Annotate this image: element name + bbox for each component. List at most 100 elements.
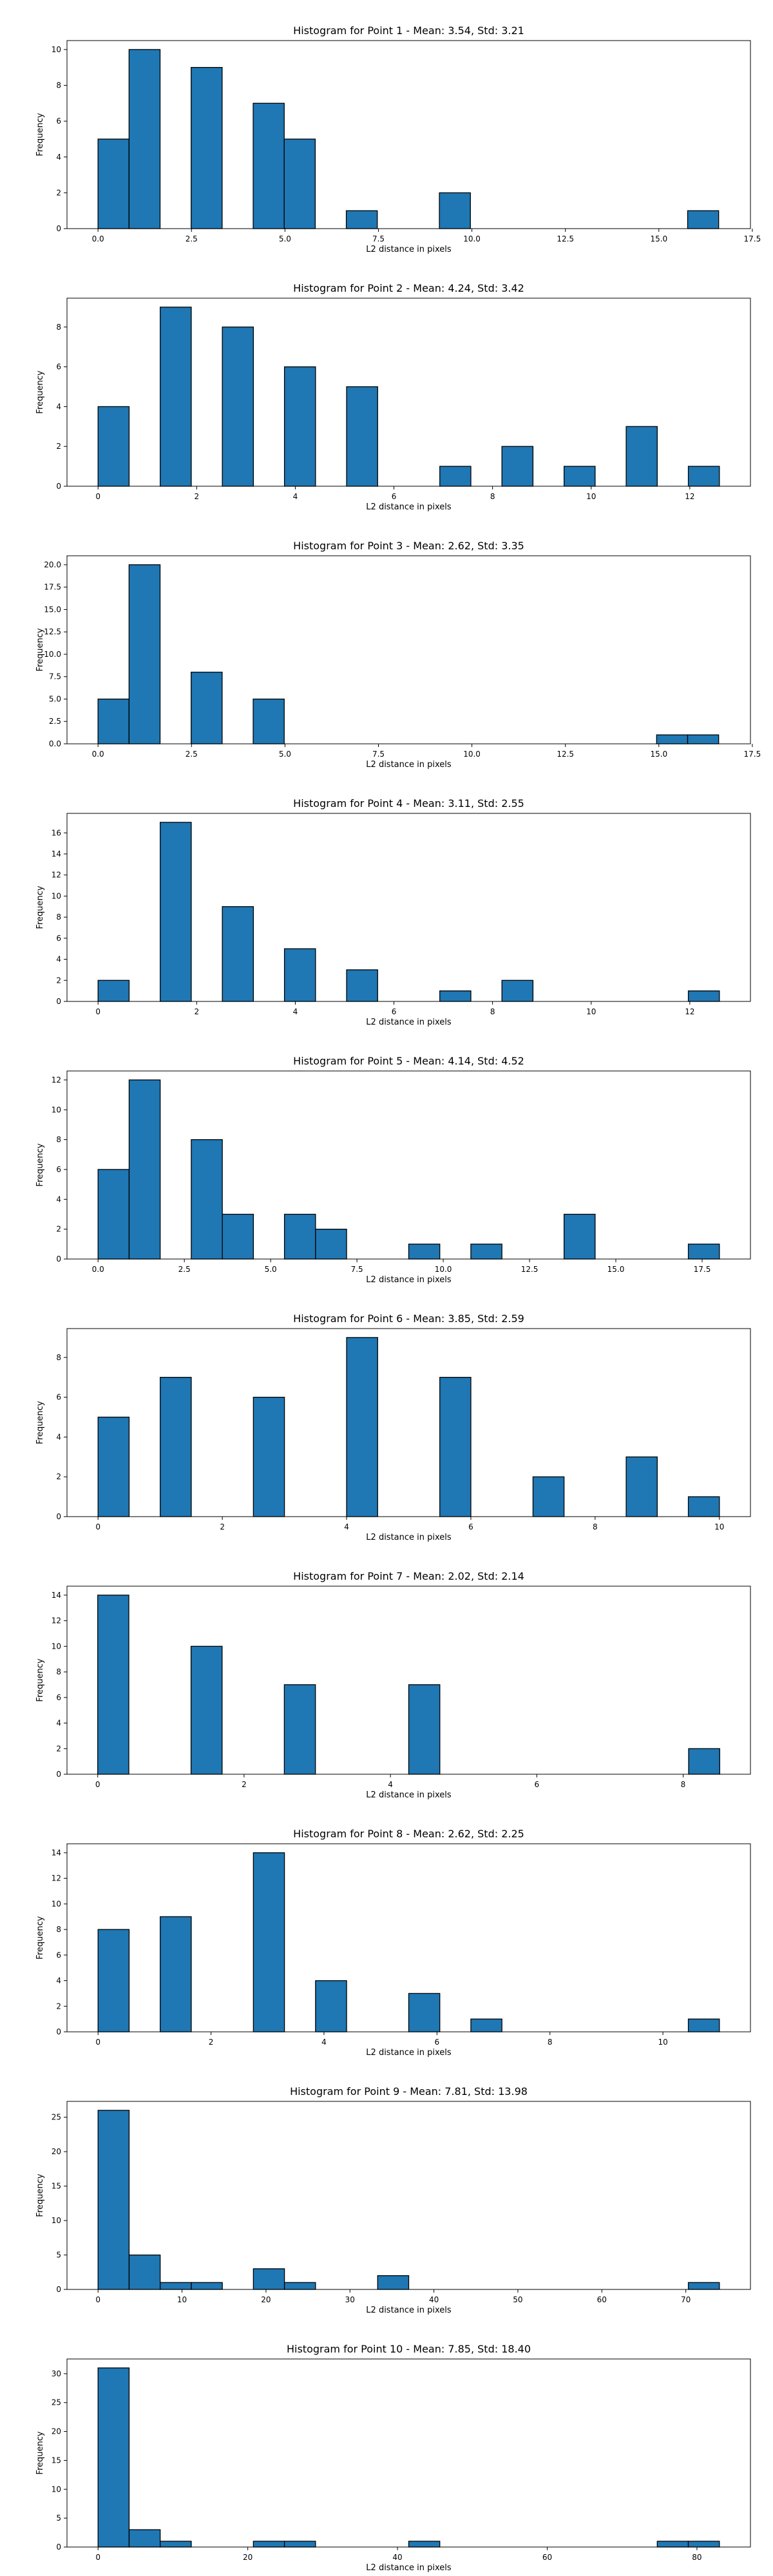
x-tick-label: 0.0 [92,234,104,243]
histogram-bar [439,192,471,229]
histogram-bar [97,1169,130,1260]
histogram-bar [128,49,161,229]
histogram-bar [625,426,658,487]
chart-title: Histogram for Point 6 - Mean: 3.85, Std:… [293,1312,524,1325]
histogram-bar [97,1929,130,2032]
x-tick-label: 15.0 [650,750,667,759]
plot-frame [66,1843,751,2032]
x-tick-label: 0 [95,1522,100,1531]
x-tick-label: 5.0 [279,234,291,243]
x-tick-label: 40 [429,2295,439,2304]
x-tick-label: 15.0 [607,1265,625,1274]
y-axis-label: Frequency [35,886,45,929]
histogram-bar [687,2282,720,2290]
histogram-bar [687,1244,720,1260]
y-tick-label: 4 [56,1432,61,1441]
y-tick-label: 0 [56,1512,61,1521]
x-tick-label: 0 [95,2553,100,2562]
histogram-bar [253,1396,285,1517]
y-tick-label: 20 [52,2147,61,2156]
x-tick-label: 12.5 [557,750,574,759]
histogram-chart-3: Histogram for Point 3 - Mean: 2.62, Std:… [35,540,761,770]
y-tick-label: 8 [56,323,61,332]
x-tick-label: 2 [209,2038,214,2047]
plot-frame [66,2101,751,2290]
histogram-bar [346,969,378,1002]
histogram-chart-8: Histogram for Point 8 - Mean: 2.62, Std:… [35,1828,751,2058]
histogram-bar [377,2275,410,2290]
x-tick-label: 2 [195,492,200,501]
x-tick-label: 2 [195,1007,200,1016]
histogram-bar [253,2541,285,2548]
histogram-bar [253,2268,285,2290]
histogram-bar [687,1496,720,1517]
histogram-chart-5: Histogram for Point 5 - Mean: 4.14, Std:… [35,1055,751,1285]
histogram-bar [687,734,720,744]
histogram-bar [191,2282,223,2290]
y-tick-label: 0 [56,482,61,491]
histogram-bar [439,1377,472,1517]
y-tick-label: 2 [56,1744,61,1753]
y-tick-label: 25 [52,2398,61,2407]
histogram-bar [191,67,223,229]
x-tick-label: 17.5 [744,234,761,243]
x-tick-label: 10 [586,1007,596,1016]
x-tick-label: 60 [597,2295,607,2304]
y-tick-label: 8 [56,913,61,922]
histogram-bar [532,1476,565,1517]
x-tick-label: 4 [293,1007,298,1016]
histogram-chart-4: Histogram for Point 4 - Mean: 3.11, Std:… [35,797,751,1027]
x-axis-label: L2 distance in pixels [366,502,452,512]
x-axis-label: L2 distance in pixels [366,1018,452,1027]
x-tick-label: 0.0 [92,750,104,759]
histogram-bar [283,2541,316,2548]
histogram-bar [687,2541,720,2548]
x-tick-label: 30 [345,2295,355,2304]
y-tick-label: 2 [56,1225,61,1234]
y-tick-label: 10 [52,1105,61,1114]
x-tick-label: 5.0 [265,1265,277,1274]
histogram-bar [563,466,596,487]
y-tick-label: 10 [52,891,61,900]
x-tick-label: 6 [392,1007,397,1016]
y-tick-label: 15 [52,2182,61,2191]
x-axis-label: L2 distance in pixels [366,2306,452,2315]
y-tick-label: 15 [52,2456,61,2465]
histogram-bar [346,1337,378,1517]
x-tick-label: 17.5 [744,750,761,759]
x-tick-label: 15.0 [650,234,667,243]
histogram-bar [283,366,316,487]
x-axis-label: L2 distance in pixels [366,1533,452,1542]
histogram-chart-1: Histogram for Point 1 - Mean: 3.54, Std:… [35,24,761,254]
x-tick-label: 0 [95,2295,100,2304]
y-axis-label: Frequency [35,2174,45,2217]
y-tick-label: 12 [52,871,61,880]
y-tick-label: 0 [56,224,61,233]
x-tick-label: 8 [490,492,495,501]
y-tick-label: 4 [56,402,61,411]
y-axis-label: Frequency [35,628,45,671]
y-tick-label: 10 [52,45,61,54]
histogram-bar [97,2367,130,2548]
x-tick-label: 10.0 [463,234,481,243]
histogram-bar [408,1684,441,1775]
y-tick-label: 6 [56,1165,61,1174]
y-tick-label: 8 [56,1135,61,1144]
y-tick-label: 0 [56,1770,61,1779]
histogram-chart-10: Histogram for Point 10 - Mean: 7.85, Std… [35,2343,751,2573]
histogram-bar [688,1748,720,1775]
histogram-bar [97,980,130,1002]
x-tick-label: 10.0 [435,1265,452,1274]
y-tick-label: 30 [52,2369,61,2378]
y-axis-label: Frequency [35,1658,45,1701]
x-tick-label: 0 [95,1007,100,1016]
histogram-bar [687,990,720,1002]
y-tick-label: 10.0 [44,650,61,659]
histogram-bar [315,1980,347,2032]
x-tick-label: 4 [321,2038,327,2047]
x-tick-label: 2.5 [186,750,198,759]
histogram-bar [408,2541,441,2548]
plot-frame [66,1586,751,1775]
y-tick-label: 12 [52,1874,61,1883]
